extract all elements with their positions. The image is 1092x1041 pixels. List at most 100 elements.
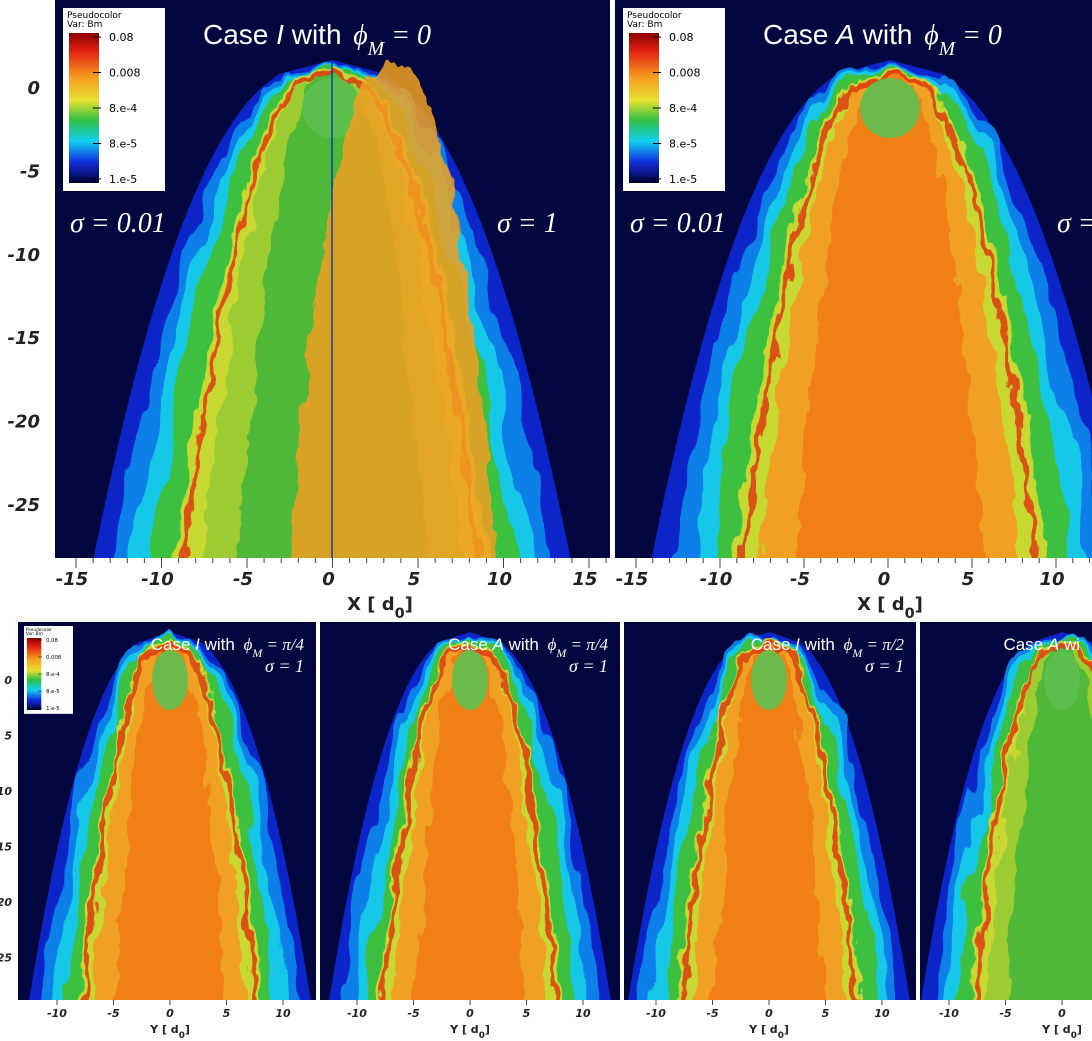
title-part: I — [276, 19, 284, 50]
x-tick-label: -10 — [47, 1007, 67, 1020]
title-part: M — [251, 646, 263, 660]
sigma-label: σ = 0.01 — [70, 208, 166, 239]
sigma-label: σ = — [1057, 208, 1092, 239]
colorbar-label: 0.008 — [109, 67, 141, 80]
plume-layer — [414, 642, 526, 1000]
title-part: ϕ — [548, 635, 557, 654]
y-tick-label: -20 — [7, 412, 40, 433]
panel-title: Case I with ϕM = π/2 — [751, 635, 905, 660]
x-tick-label: -5 — [233, 569, 253, 590]
x-tick-label: 5 — [523, 1007, 531, 1020]
head-cavity — [860, 78, 920, 138]
label-part: X [ d — [857, 594, 905, 615]
x-tick-label: 10 — [874, 1007, 890, 1020]
x-axis-label: Y [ d0] — [449, 1023, 490, 1041]
x-tick-label: -15 — [616, 569, 649, 590]
title-part: with — [855, 19, 920, 50]
x-tick-label: -5 — [790, 569, 810, 590]
plume-layer — [1006, 642, 1092, 1000]
panel: Case A wi — [920, 622, 1092, 1000]
x-tick-label: 5 — [962, 569, 975, 590]
split-line — [331, 60, 333, 558]
y-tick-label: 20 — [0, 896, 12, 909]
colorbar-label: 8.e-5 — [669, 138, 697, 151]
x-tick-label: -10 — [141, 569, 174, 590]
plume-layer — [713, 642, 825, 1000]
x-tick-label: 5 — [822, 1007, 830, 1020]
plume-rim — [740, 68, 1040, 558]
label-part: 0 — [778, 1031, 784, 1041]
colorbar-label: 1.e-5 — [109, 173, 137, 186]
plume-rim — [679, 639, 859, 1000]
label-part: ] — [915, 594, 923, 615]
title-part: A — [1047, 635, 1059, 654]
label-part: Y [ d — [449, 1023, 479, 1036]
colorbar-var: Var: Bm — [627, 20, 662, 30]
label-part: Y [ d — [149, 1023, 179, 1036]
x-axis-label: Y [ d0] — [149, 1023, 190, 1041]
y-tick-label: 5 — [4, 730, 12, 743]
x-tick-label: 10 — [487, 569, 512, 590]
panel-title: Case A wi — [1003, 635, 1080, 654]
x-tick-label: 10 — [275, 1007, 291, 1020]
x-tick-label: 0 — [878, 569, 891, 590]
title-part: M — [938, 39, 957, 60]
title-part: = 0 — [955, 20, 1002, 51]
title-part: ϕ — [844, 635, 853, 654]
title-part: Case — [763, 19, 836, 50]
title-part: Case — [1003, 635, 1047, 654]
title-part: = π/4 — [262, 635, 304, 654]
title-part: = π/2 — [862, 635, 904, 654]
x-tick-label: 15 — [572, 569, 597, 590]
title-part: I — [195, 635, 200, 654]
panel: Case I with ϕM = π/2σ = 1 — [624, 622, 916, 1000]
x-tick-label: -10 — [347, 1007, 367, 1020]
label-part: ] — [405, 594, 413, 615]
colorbar-label: 0.008 — [46, 655, 61, 661]
colorbar-title: Pseudocolor — [627, 11, 682, 21]
label-part: ] — [784, 1023, 789, 1036]
x-tick-label: 10 — [1039, 569, 1064, 590]
x-axis-label: X [ d0] — [857, 594, 923, 622]
colorbar-label: 8.e-4 — [46, 672, 60, 678]
title-part: with — [284, 19, 349, 50]
title-part: wi — [1059, 635, 1080, 654]
title-part: A — [492, 635, 504, 654]
title-part: ϕ — [353, 20, 368, 51]
label-part: 0 — [905, 606, 915, 622]
title-part: M — [555, 646, 567, 660]
colorbar-label: 1.e-5 — [46, 706, 60, 712]
x-tick-label: -5 — [706, 1007, 719, 1020]
x-axis-label: Y [ d0] — [1041, 1023, 1082, 1041]
x-tick-label: 0 — [322, 569, 335, 590]
title-part: I — [795, 635, 800, 654]
sigma-label: σ = 1 — [569, 656, 608, 676]
sigma-label: σ = 0.01 — [630, 208, 726, 239]
label-part: 0 — [1071, 1031, 1077, 1041]
label-part: ] — [1077, 1023, 1082, 1036]
sigma-label: σ = 1 — [265, 656, 304, 676]
colorbar-label: 0.008 — [669, 67, 701, 80]
colorbar-label: 8.e-5 — [46, 689, 60, 695]
label-part: ] — [185, 1023, 190, 1036]
x-axis-label: Y [ d0] — [748, 1023, 789, 1041]
y-tick-label: -25 — [7, 495, 40, 516]
x-tick-label: 5 — [408, 569, 421, 590]
title-part: = 0 — [384, 20, 431, 51]
x-tick-label: -10 — [939, 1007, 959, 1020]
title-part: A — [834, 19, 855, 50]
title-part: ϕ — [924, 20, 939, 51]
y-tick-label: 25 — [0, 952, 12, 965]
sigma-label: σ = 1 — [497, 208, 558, 239]
sigma1-half — [287, 62, 497, 558]
colorbar-label: 0.08 — [46, 638, 58, 644]
x-tick-label: 0 — [765, 1007, 773, 1020]
y-tick-label: 0 — [27, 78, 40, 99]
y-tick-label: -5 — [20, 161, 40, 182]
head-cavity — [751, 650, 787, 710]
label-part: 0 — [179, 1031, 185, 1041]
plume-rim — [972, 639, 1092, 1000]
